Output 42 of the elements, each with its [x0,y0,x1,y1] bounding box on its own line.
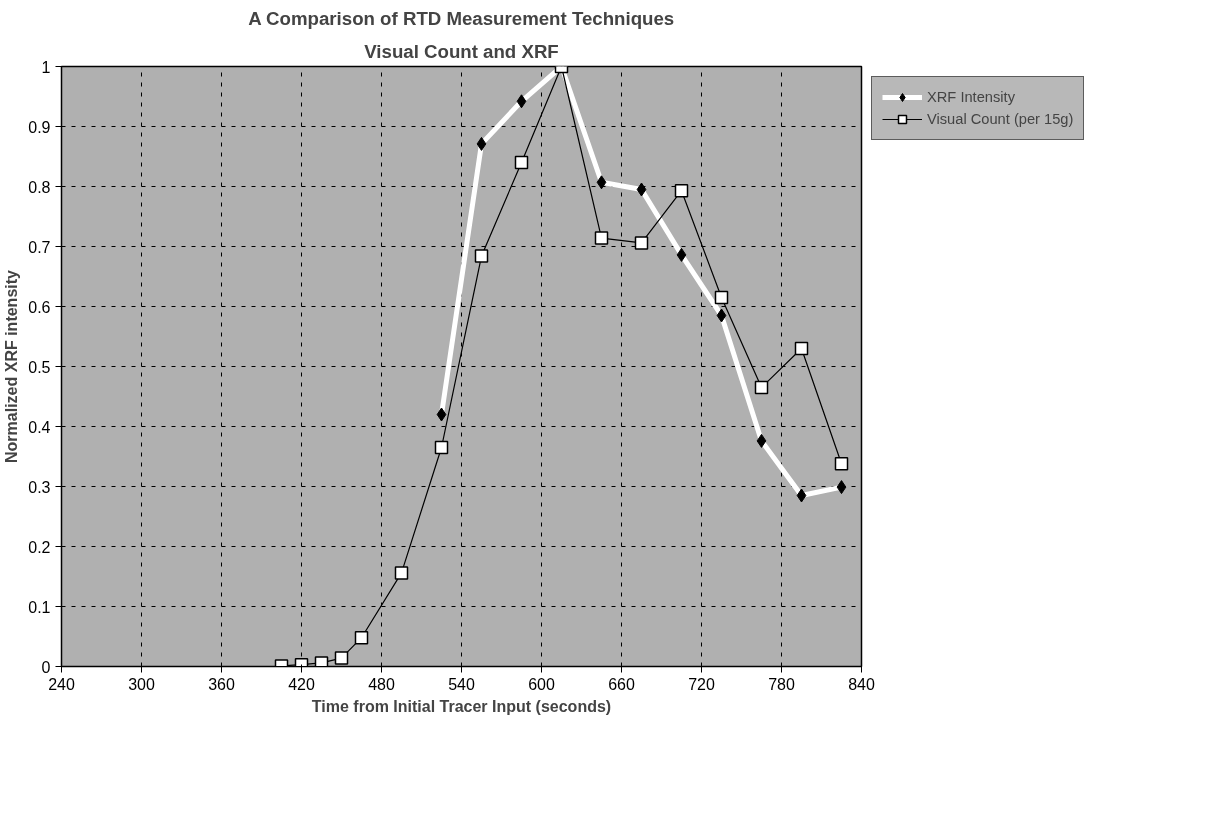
point [834,456,849,471]
y-tick-label: 0.5 [28,358,51,376]
point [334,651,349,665]
point [714,290,729,305]
y-tick-label: 0.6 [28,298,51,316]
y-tick-label: 0.7 [28,238,51,256]
legend-label: XRF Intensity [927,89,1015,105]
x-tick-label: 720 [688,675,715,693]
y-tick-label: 0.1 [28,598,51,616]
y-axis-title: Normalized XRF intensity [3,269,21,463]
x-tick-label: 300 [128,675,155,693]
point [354,630,369,645]
point [594,231,609,245]
x-tick-label: 780 [768,675,795,693]
x-tick-label: 660 [608,675,635,693]
point [434,440,449,455]
y-tick-label: 0.4 [28,418,51,436]
y-tick-label: 0.8 [28,178,51,196]
x-tick-label: 600 [528,675,555,693]
x-axis-title: Time from Initial Tracer Input (seconds) [311,697,612,715]
x-tick-label: 480 [368,675,395,693]
point [394,566,409,580]
chart-title: A Comparison of RTD Measurement Techniques [248,7,675,29]
y-tick-label: 0.9 [28,118,51,136]
y-tick-label: 0 [41,658,51,676]
x-tick-label: 360 [208,675,235,693]
chart-subtitle: Visual Count and XRF [364,40,559,62]
legend-label: Visual Count (per 15g) [927,111,1074,127]
point [314,656,329,667]
x-tick-label: 420 [288,675,315,693]
point [634,236,649,250]
y-tick-label: 1 [41,58,51,76]
point [514,155,529,170]
y-tick-label: 0.2 [28,538,51,556]
point [794,341,809,356]
point [674,183,689,198]
point [754,380,769,395]
y-tick-label: 0.3 [28,478,51,496]
x-tick-label: 540 [448,675,475,693]
x-tick-label: 240 [48,675,75,693]
x-tick-label: 840 [848,675,875,693]
point [474,249,489,263]
